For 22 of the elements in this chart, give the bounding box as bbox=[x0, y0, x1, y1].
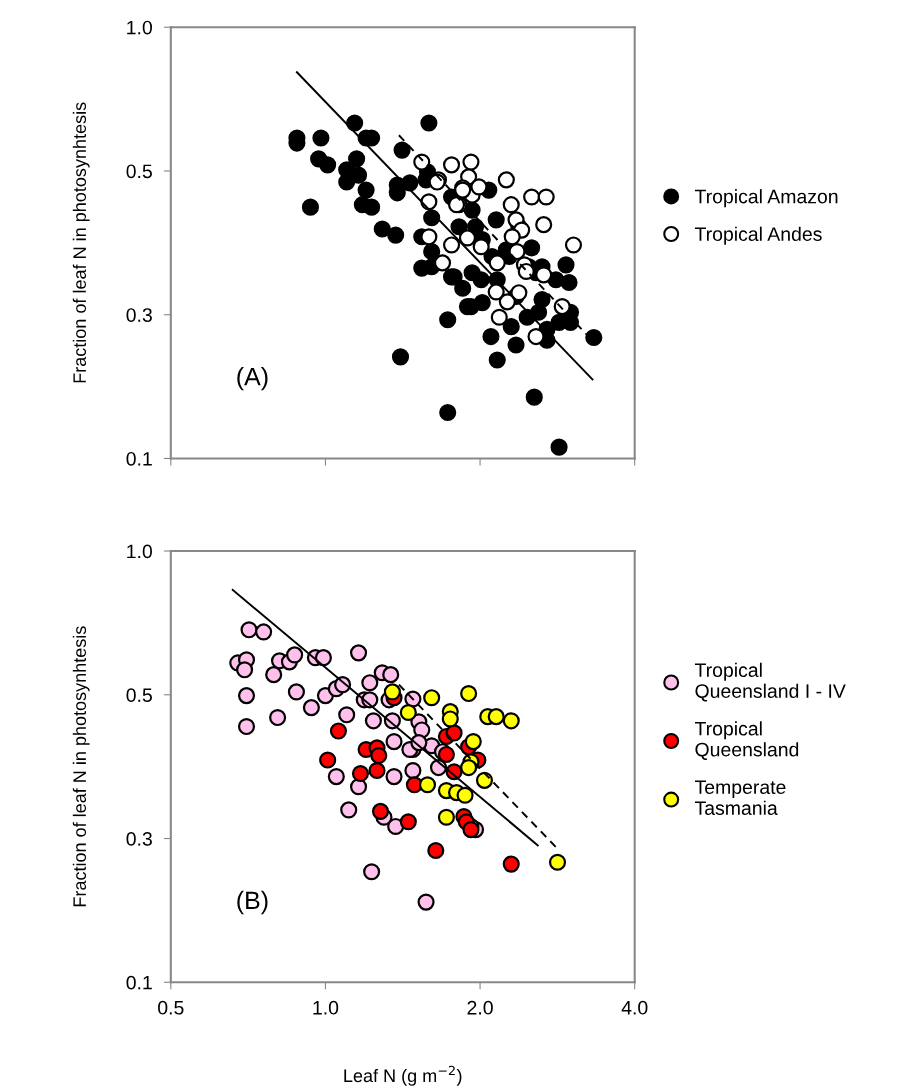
y-tick-label: 1.0 bbox=[127, 20, 152, 35]
legend-label: Tropical Queensland I - IV bbox=[694, 662, 846, 702]
x-tick-label: 2.0 bbox=[467, 1000, 493, 1015]
y-tick-label: 0.3 bbox=[126, 308, 152, 322]
x-tick-label: 1.0 bbox=[313, 1000, 339, 1015]
annotation: (A) bbox=[237, 367, 268, 391]
y-tick-label: 1.0 bbox=[127, 544, 152, 559]
y-tick-label: 0.3 bbox=[126, 832, 152, 846]
legend-label: Tropical Queensland bbox=[694, 721, 799, 760]
y-tick-label: 0.1 bbox=[126, 975, 152, 990]
y-tick-label: 0.5 bbox=[126, 688, 152, 703]
x-tick-label: 0.5 bbox=[158, 1000, 184, 1015]
legend-label: Temperate Tasmania bbox=[694, 780, 786, 815]
y-axis-title: Fraction of leaf N in photosynhtesis bbox=[72, 626, 90, 907]
annotation: (B) bbox=[237, 890, 268, 915]
legend-label: Tropical Andes bbox=[694, 226, 822, 245]
x-axis-title: Leaf N (g m$^{−2}$) bbox=[344, 1065, 462, 1086]
y-axis-title: Fraction of leaf N in photosynhtesis bbox=[72, 102, 90, 383]
y-tick-label: 0.5 bbox=[126, 164, 152, 179]
y-tick-label: 0.1 bbox=[126, 451, 152, 466]
x-tick-label: 4.0 bbox=[621, 1000, 648, 1015]
legend-label: Tropical Amazon bbox=[694, 189, 838, 208]
